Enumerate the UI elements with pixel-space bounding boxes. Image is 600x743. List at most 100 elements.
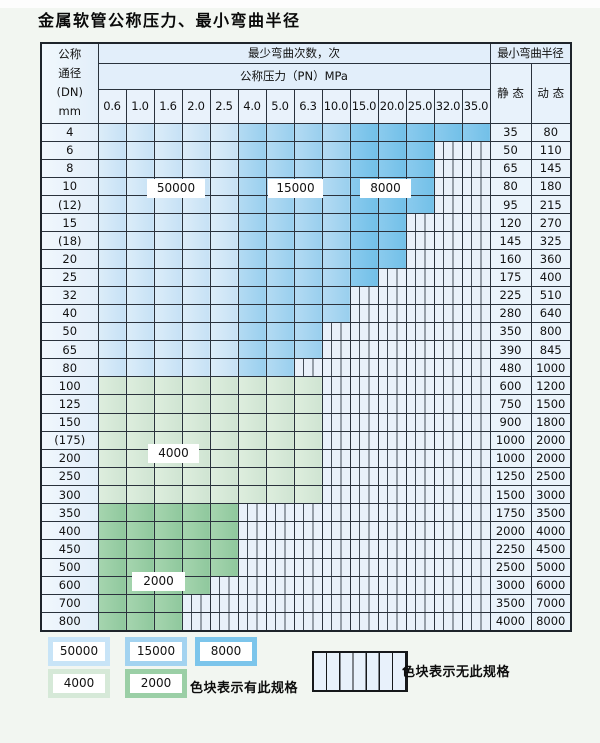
cycle-cell [97, 321, 127, 342]
cycle-cell [209, 122, 239, 142]
no-spec-cell [209, 575, 239, 595]
no-spec-cell [377, 466, 407, 487]
no-spec-cell [293, 611, 323, 632]
no-spec-cell [405, 557, 435, 577]
no-spec-cell [461, 466, 491, 487]
cycle-cell [97, 430, 127, 450]
corner-line: mm [58, 104, 81, 119]
cycle-cell [265, 303, 295, 323]
cycle-cell [237, 249, 267, 269]
cycle-cell [209, 339, 239, 360]
table-row-dn-100: 100 600 1200 [40, 376, 572, 396]
cycle-cell [265, 466, 295, 487]
no-spec-cell [349, 539, 379, 559]
dynamic-radius-value: 1000 [530, 358, 572, 378]
cycle-cell [97, 412, 127, 432]
cycle-cell [97, 466, 127, 487]
cycle-cell [97, 158, 127, 178]
cycle-cell [153, 213, 183, 233]
no-spec-cell [321, 484, 351, 505]
cycle-cell [293, 394, 323, 414]
cycle-cell [237, 140, 267, 160]
cycle-cell [125, 593, 155, 613]
dn-label: 65 [40, 339, 99, 360]
cycle-cell [209, 285, 239, 305]
static-radius-value: 2500 [489, 557, 532, 577]
static-radius-value: 50 [489, 140, 532, 160]
cycle-cell [209, 267, 239, 287]
cycle-cell [377, 249, 407, 269]
cycle-cell [237, 321, 267, 342]
cycle-cell [237, 394, 267, 414]
dynamic-radius-value: 2000 [530, 448, 572, 468]
no-spec-cell [461, 376, 491, 396]
pressure-col-header: 5.0 [265, 88, 295, 124]
no-spec-cell [293, 521, 323, 541]
dynamic-radius-value: 360 [530, 249, 572, 269]
cycle-cell [209, 358, 239, 378]
no-spec-cell [237, 503, 267, 523]
legend-swatch-value: 8000 [200, 642, 252, 661]
cycle-cell [209, 503, 239, 523]
no-spec-cell [321, 539, 351, 559]
cycle-cell [209, 140, 239, 160]
cycle-cell [237, 339, 267, 360]
no-spec-cell [321, 321, 351, 342]
cycle-cell [181, 575, 211, 595]
cycle-cell [377, 122, 407, 142]
no-spec-cell [405, 611, 435, 632]
spec-table-body: 4 35 80 6 50 110 8 65 145 10 80 180 (12) 95 215 15 120 27… [40, 122, 572, 632]
no-spec-cell [321, 339, 351, 360]
table-row-dn-50: 50 350 800 [40, 321, 572, 342]
no-spec-cell [321, 466, 351, 487]
no-spec-cell [377, 611, 407, 632]
no-spec-cell [433, 231, 463, 251]
no-spec-cell [349, 575, 379, 595]
no-spec-cell [265, 521, 295, 541]
no-spec-cell [321, 611, 351, 632]
no-spec-cell [321, 448, 351, 468]
cycle-cell [321, 267, 351, 287]
static-radius-value: 80 [489, 176, 532, 197]
no-spec-cell [433, 430, 463, 450]
table-row-dn-18: (18) 145 325 [40, 231, 572, 251]
no-spec-cell [377, 358, 407, 378]
cycle-cell [125, 231, 155, 251]
cycle-cell [265, 285, 295, 305]
static-radius-value: 750 [489, 394, 532, 414]
cycle-cell [237, 448, 267, 468]
cycle-cell [97, 213, 127, 233]
dynamic-radius-value: 800 [530, 321, 572, 342]
table-row-dn-600: 600 3000 6000 [40, 575, 572, 595]
cycle-cell [405, 122, 435, 142]
static-radius-value: 1250 [489, 466, 532, 487]
cycle-cell [97, 376, 127, 396]
dynamic-radius-value: 510 [530, 285, 572, 305]
cycle-cell [125, 611, 155, 632]
cycle-cell [125, 521, 155, 541]
dn-label: (18) [40, 231, 99, 251]
static-radius-value: 480 [489, 358, 532, 378]
cycle-cell [125, 122, 155, 142]
cycle-cell [125, 339, 155, 360]
dn-label: (12) [40, 194, 99, 215]
dn-label: 25 [40, 267, 99, 287]
cycle-cell [433, 122, 463, 142]
no-spec-cell [377, 430, 407, 450]
cycle-cell [237, 303, 267, 323]
no-spec-cell [405, 376, 435, 396]
no-spec-cell [461, 521, 491, 541]
no-spec-cell [461, 430, 491, 450]
dynamic-radius-value: 8000 [530, 611, 572, 632]
no-spec-cell [433, 575, 463, 595]
dn-label: 300 [40, 484, 99, 505]
cycle-cell [153, 194, 183, 215]
no-spec-cell [209, 593, 239, 613]
cycle-cell [293, 140, 323, 160]
no-spec-cell [349, 394, 379, 414]
no-spec-cell [461, 503, 491, 523]
cycle-cell [125, 285, 155, 305]
dynamic-radius-value: 215 [530, 194, 572, 215]
cycle-cell [237, 358, 267, 378]
corner-header-dn: 公称 通径 (DN) mm [40, 42, 99, 124]
